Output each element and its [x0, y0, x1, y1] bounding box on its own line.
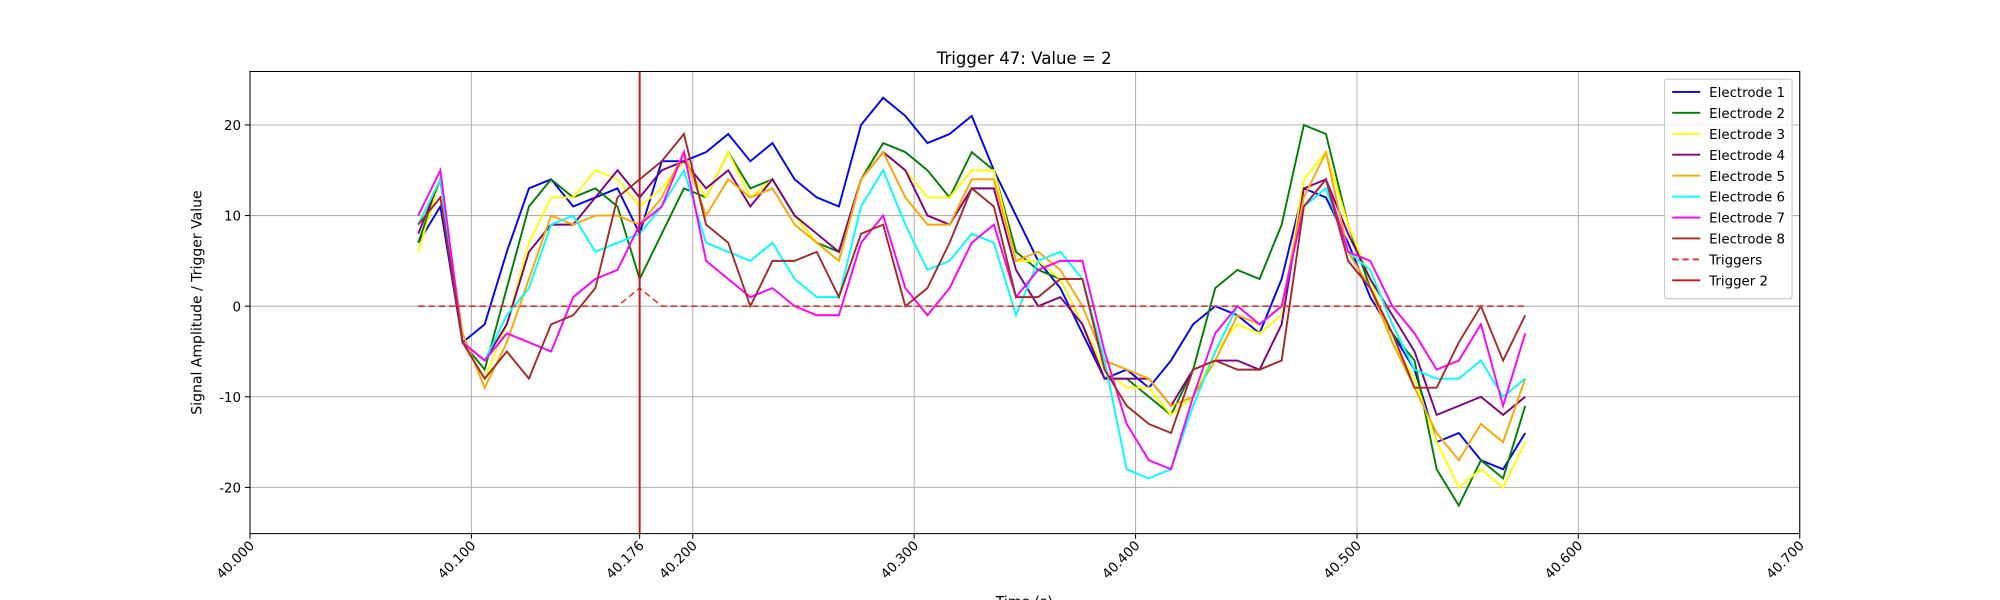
legend-label: Electrode 6: [1709, 191, 1785, 206]
legend-label: Electrode 2: [1709, 107, 1785, 122]
chart-title: Trigger 47: Value = 2: [936, 49, 1112, 68]
y-tick-label: 20: [224, 119, 241, 134]
series-line: [417, 148, 1527, 471]
legend-label: Electrode 7: [1709, 212, 1785, 227]
series-line: [417, 131, 1527, 435]
legend-label: Triggers: [1708, 254, 1762, 269]
legend-label: Electrode 3: [1709, 128, 1785, 143]
y-tick-label: -10: [219, 391, 241, 406]
legend-label: Electrode 4: [1709, 149, 1785, 164]
legend-label: Electrode 1: [1709, 86, 1785, 101]
series-line: [418, 287, 1526, 307]
x-axis-label: Time (s): [995, 594, 1053, 600]
y-tick-label: 10: [224, 210, 241, 225]
series-line: [417, 123, 1527, 508]
y-tick-label: -20: [219, 482, 241, 497]
y-tick-label: 0: [233, 300, 242, 315]
legend-label: Trigger 2: [1708, 274, 1768, 289]
legend-label: Electrode 5: [1709, 170, 1785, 185]
legend-label: Electrode 8: [1709, 233, 1785, 248]
series-line: [417, 149, 1527, 462]
series-line: [417, 149, 1527, 489]
y-axis-label: Signal Amplitude / Trigger Value: [190, 190, 206, 414]
plot-frame: [249, 70, 1801, 535]
